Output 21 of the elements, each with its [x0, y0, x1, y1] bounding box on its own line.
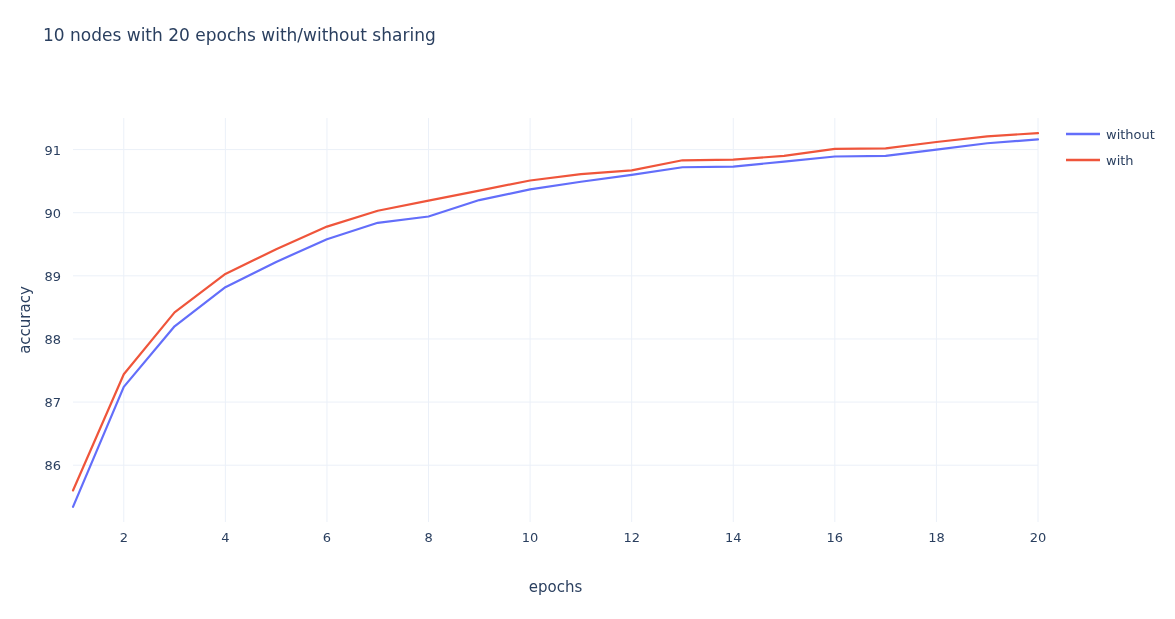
y-tick-label: 88	[44, 331, 61, 347]
y-axis-title: accuracy	[16, 286, 34, 354]
chart-title: 10 nodes with 20 epochs with/without sharing	[43, 25, 436, 45]
x-tick-label: 20	[1029, 530, 1047, 545]
x-tick-label: 8	[424, 530, 433, 545]
y-tick-label: 86	[44, 458, 61, 474]
x-tick-label: 2	[119, 530, 128, 545]
x-tick-label: 4	[221, 530, 230, 545]
x-axis-title: epochs	[528, 578, 583, 596]
x-tick-label: 14	[724, 530, 742, 545]
x-tick-label: 6	[322, 530, 332, 545]
y-tick-label: 90	[44, 205, 61, 221]
legend-label: without	[1106, 127, 1155, 142]
y-tick-label: 91	[44, 142, 61, 158]
y-tick-label: 87	[44, 395, 61, 411]
x-tick-label: 12	[623, 530, 640, 545]
y-tick-label: 89	[44, 268, 61, 284]
legend-label: with	[1106, 153, 1134, 168]
x-tick-label: 10	[521, 530, 539, 545]
x-tick-label: 16	[826, 530, 844, 545]
x-tick-label: 18	[928, 530, 945, 545]
